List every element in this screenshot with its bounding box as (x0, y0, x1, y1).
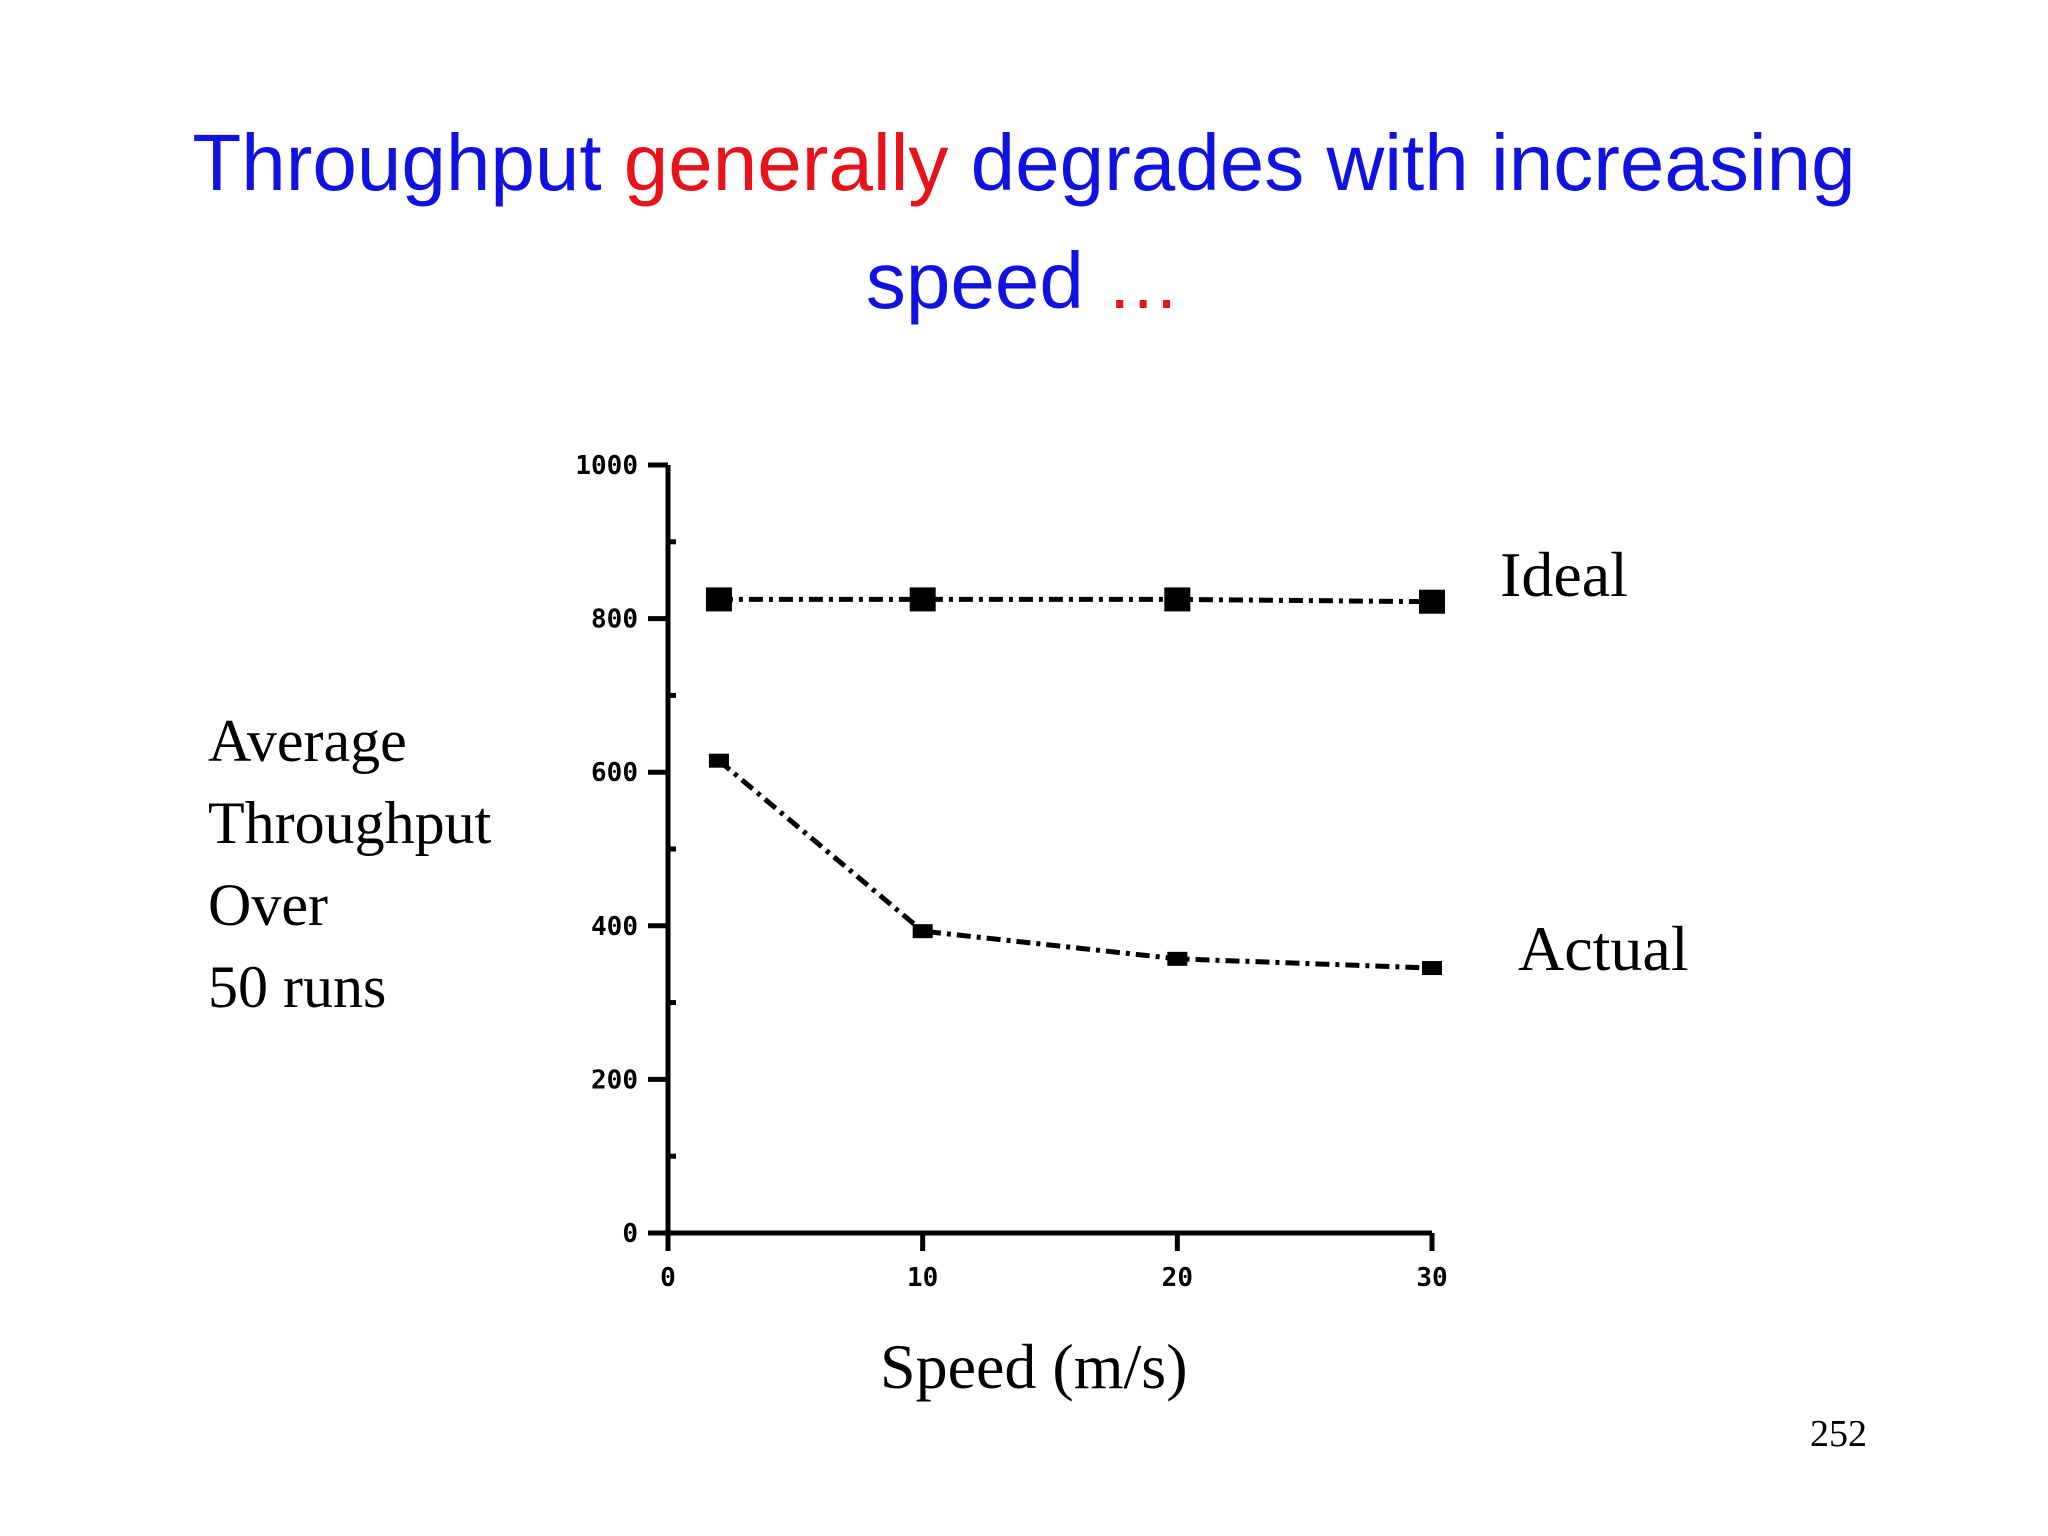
data-point-ideal (909, 587, 936, 612)
series-label-actual: Actual (1518, 913, 1689, 984)
series-line-ideal (718, 596, 1433, 605)
data-point-ideal (1164, 587, 1191, 612)
x-tick-label: 20 (1162, 1263, 1193, 1293)
y-axis-label-line: Throughput (208, 790, 492, 856)
title-degrades: degrades with increasing (970, 118, 1856, 207)
page-number: 252 (1810, 1413, 1867, 1455)
y-tick-label: 200 (591, 1065, 638, 1095)
data-point-actual (708, 753, 729, 768)
data-point-ideal (705, 587, 732, 612)
title-throughput: Throughput (192, 118, 602, 207)
y-tick-label: 1000 (575, 451, 638, 481)
y-axis-label-line: Over (208, 872, 328, 938)
x-tick-label: 30 (1416, 1263, 1447, 1293)
y-axis-label-line: Average (208, 708, 407, 774)
data-point-ideal (1419, 589, 1445, 614)
series-line-actual (717, 758, 1433, 971)
title-generally: generally (623, 118, 949, 207)
y-axis-label: Average Throughput Over 50 runs (208, 700, 491, 1028)
data-point-actual (1167, 951, 1188, 966)
title-ellipsis: … (1106, 241, 1183, 324)
title-speed: speed (865, 236, 1084, 325)
data-point-actual (912, 924, 933, 939)
y-tick-label: 600 (591, 758, 638, 788)
y-tick-label: 0 (622, 1219, 638, 1249)
series-label-ideal: Ideal (1500, 539, 1628, 610)
data-point-actual (1422, 961, 1442, 976)
y-tick-label: 400 (591, 912, 638, 942)
x-axis-label: Speed (m/s) (880, 1331, 1188, 1402)
slide-title: Throughput generally degrades with incre… (124, 104, 1924, 342)
x-tick-label: 0 (660, 1263, 676, 1293)
y-axis-label-line: 50 runs (208, 954, 387, 1020)
y-tick-label: 800 (591, 605, 638, 635)
x-tick-label: 10 (907, 1263, 938, 1293)
